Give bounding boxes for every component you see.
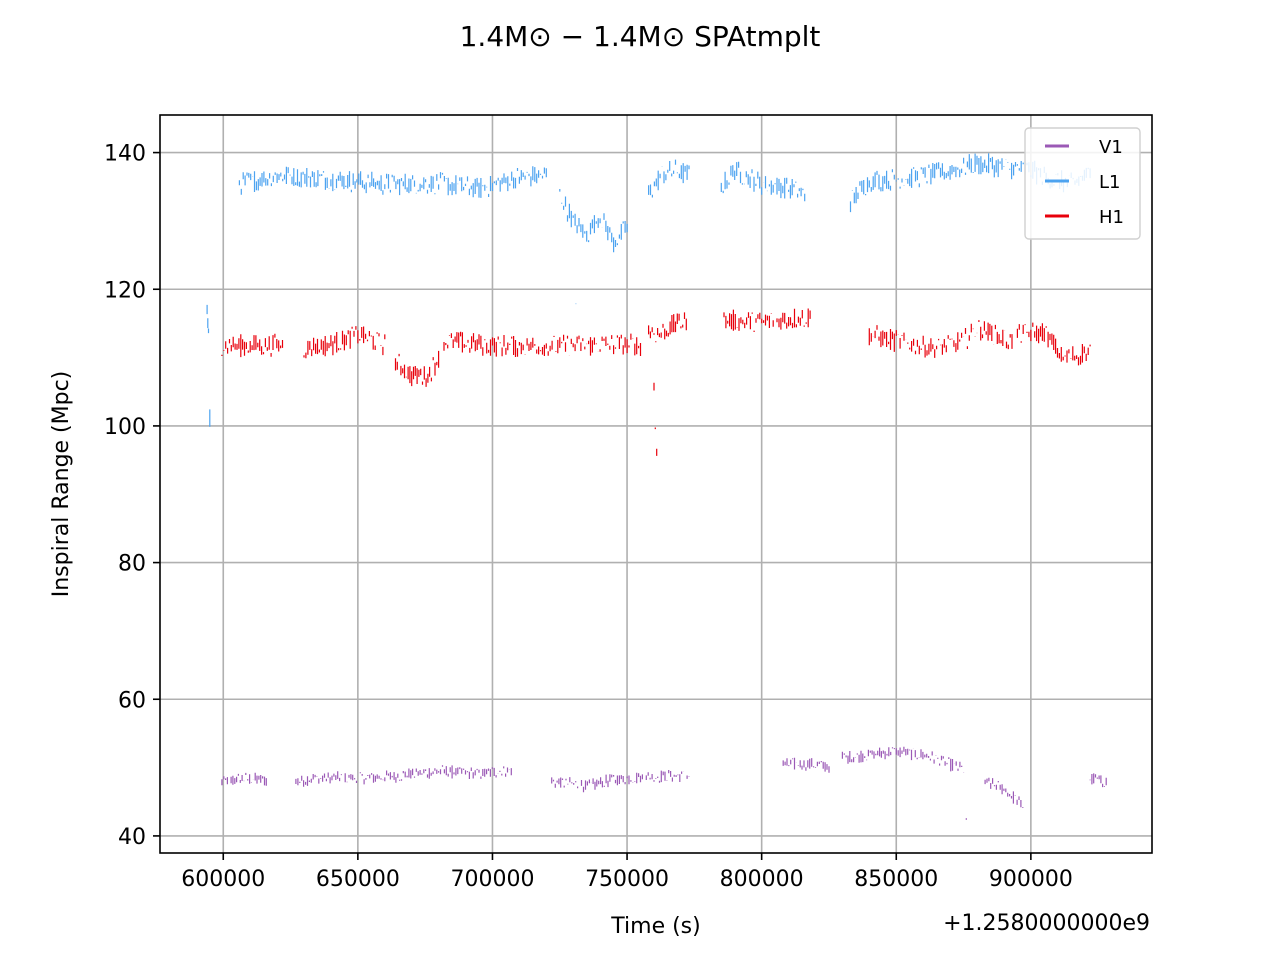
series-segment	[394, 350, 440, 387]
series-segment	[782, 757, 830, 773]
series-segment	[984, 777, 1024, 808]
series-v1	[221, 746, 1107, 820]
series-segment	[238, 166, 547, 198]
x-offset-label: +1.2580000000e9	[943, 911, 1150, 936]
x-tick-label: 850000	[854, 867, 938, 892]
series-segment	[1089, 773, 1107, 788]
legend-label: V1	[1099, 137, 1123, 158]
legend-label: H1	[1099, 207, 1124, 228]
series-segment	[653, 382, 658, 456]
series-segment	[221, 772, 267, 786]
series-l1	[206, 153, 1091, 427]
series-segment	[303, 326, 386, 359]
series-segment	[841, 746, 965, 773]
x-tick-label: 700000	[450, 867, 534, 892]
series-segment	[648, 312, 687, 343]
series-segment	[221, 333, 284, 358]
series-segment	[295, 765, 512, 787]
y-tick-label: 120	[104, 278, 146, 303]
y-tick-label: 80	[118, 552, 146, 577]
x-axis: 600000 650000 700000 750000 800000 850000 9000…	[181, 853, 1073, 892]
data-series	[206, 153, 1107, 820]
x-tick-label: 650000	[316, 867, 400, 892]
y-tick-label: 60	[118, 688, 146, 713]
series-segment	[868, 320, 1013, 358]
x-tick-label: 900000	[989, 867, 1073, 892]
y-tick-label: 140	[104, 142, 146, 167]
legend-label: L1	[1099, 172, 1120, 193]
plot-frame	[159, 114, 1153, 854]
grid-lines	[160, 115, 1152, 853]
series-segment	[723, 308, 811, 332]
y-tick-label: 100	[104, 415, 146, 440]
y-axis: 40 60 80 100 120 140	[104, 142, 160, 850]
legend: V1 L1 H1	[1024, 127, 1141, 240]
legend-box	[1024, 127, 1141, 240]
series-segment	[206, 304, 210, 334]
series-segment	[720, 161, 806, 202]
x-tick-label: 750000	[585, 867, 669, 892]
x-axis-label: Time (s)	[610, 914, 700, 939]
series-segment	[551, 770, 690, 793]
series-segment	[559, 189, 628, 253]
y-tick-label: 40	[118, 825, 146, 850]
series-h1	[221, 308, 1091, 456]
y-axis-label: Inspiral Range (Mpc)	[49, 371, 74, 598]
series-segment	[1016, 322, 1091, 366]
chart-title: 1.4M⊙ − 1.4M⊙ SPAtmplt	[460, 20, 821, 53]
series-segment	[443, 331, 642, 357]
series-segment	[648, 159, 690, 198]
x-tick-label: 800000	[720, 867, 804, 892]
x-tick-label: 600000	[181, 867, 265, 892]
